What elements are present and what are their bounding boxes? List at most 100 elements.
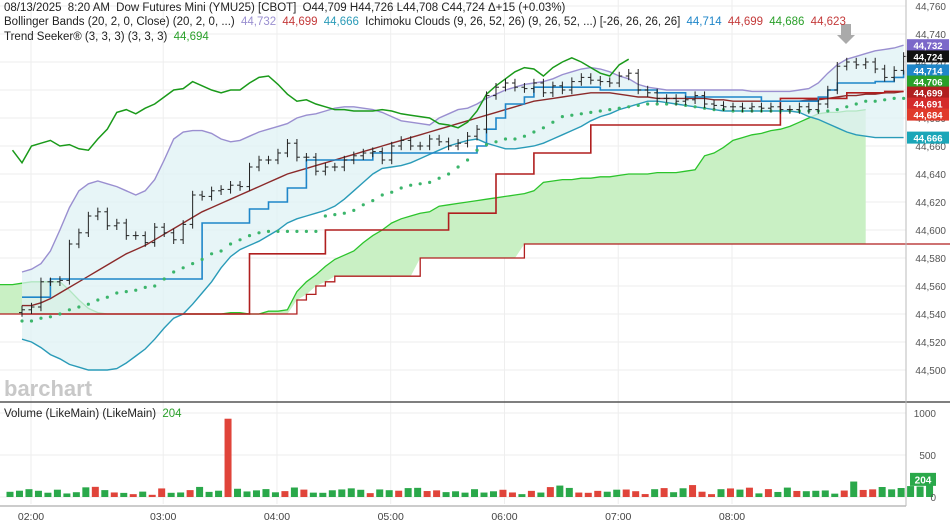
bollinger-upper-value: 44,732 xyxy=(240,16,277,28)
header-date: 08/13/2025 xyxy=(4,2,62,14)
trend-seeker-dot xyxy=(428,180,432,184)
volume-bar xyxy=(831,493,839,497)
trend-seeker-dot xyxy=(627,105,631,109)
trend-seeker-dot xyxy=(665,102,669,106)
volume-bar xyxy=(556,485,564,497)
volume-bar xyxy=(328,490,336,497)
volume-bar xyxy=(177,492,185,497)
volume-bar xyxy=(196,486,204,497)
price-bar xyxy=(331,162,338,172)
price-bar xyxy=(322,162,329,176)
volume-bar xyxy=(6,491,14,497)
price-bar xyxy=(474,125,481,141)
volume-bar xyxy=(622,489,630,497)
price-bar xyxy=(284,139,291,158)
volume-tick-label: 500 xyxy=(919,451,936,462)
price-bar xyxy=(66,239,73,285)
price-bar xyxy=(379,147,386,165)
price-bar xyxy=(426,134,433,151)
price-tick-label: 44,620 xyxy=(915,198,946,209)
trend-seeker-dot xyxy=(219,249,223,253)
volume-bar xyxy=(347,488,355,497)
volume-badge xyxy=(910,472,936,486)
volume-tick-label: 0 xyxy=(930,493,936,504)
price-bar xyxy=(85,211,92,237)
price-bar xyxy=(758,102,765,113)
volume-bar xyxy=(309,492,317,497)
chart-header-line-3: Trend Seeker® (3, 3, 3) (3, 3, 3) 44,694 xyxy=(4,31,212,43)
trend-seeker-dot xyxy=(48,315,53,319)
trend-seeker-dot xyxy=(333,213,337,217)
price-bar xyxy=(227,181,234,194)
price-bar xyxy=(843,57,850,71)
volume-bar xyxy=(15,490,23,497)
trend-seeker-dot xyxy=(465,158,470,162)
trend-seeker-dot xyxy=(579,112,583,116)
price-bar xyxy=(673,94,680,106)
price-bar xyxy=(578,73,585,86)
price-badge xyxy=(907,64,949,77)
volume-bar xyxy=(783,487,791,497)
trend-seeker-dot xyxy=(390,190,394,194)
time-tick-label: 02:00 xyxy=(18,511,44,523)
trend-seeker-dot xyxy=(210,252,214,256)
trend-seeker-dot xyxy=(228,242,233,246)
price-bar xyxy=(881,64,888,82)
volume-bar xyxy=(34,490,42,497)
volume-bar xyxy=(120,492,128,497)
volume-bar xyxy=(471,489,479,497)
price-bar xyxy=(341,155,348,172)
price-badge-label: 44,691 xyxy=(913,100,943,111)
volume-bar xyxy=(907,486,915,497)
trend-seeker-dot xyxy=(238,238,242,242)
trend-seeker-dot xyxy=(191,262,195,266)
trend-seeker-dot xyxy=(172,270,176,274)
trend-seeker-legend[interactable]: Trend Seeker® (3, 3, 3) (3, 3, 3) xyxy=(4,31,168,43)
volume-bar xyxy=(736,489,744,497)
price-bar xyxy=(644,85,651,97)
trend-seeker-dot xyxy=(835,108,839,112)
volume-value: 204 xyxy=(162,408,182,420)
price-bar xyxy=(663,94,670,103)
price-badge-label: 44,699 xyxy=(913,89,942,100)
volume-badge-label: 204 xyxy=(915,475,932,486)
volume-bar xyxy=(44,492,52,497)
trend-seeker-dot xyxy=(134,288,138,292)
volume-bar xyxy=(708,494,716,497)
volume-bar xyxy=(433,490,441,497)
volume-bar xyxy=(205,491,213,497)
volume-bar xyxy=(888,489,896,497)
price-bar xyxy=(274,148,281,165)
trend-seeker-dot xyxy=(257,231,261,235)
price-bar xyxy=(237,181,244,191)
volume-bar xyxy=(215,490,223,497)
volume-bar xyxy=(651,489,659,497)
price-bar xyxy=(635,69,642,95)
price-bar xyxy=(455,139,462,151)
ichimoku-legend[interactable]: Ichimoku Clouds (9, 26, 52, 26) (9, 26, … xyxy=(365,16,681,28)
trend-seeker-dot xyxy=(522,134,527,138)
price-bar xyxy=(94,207,101,221)
price-bar xyxy=(616,71,623,88)
bollinger-legend[interactable]: Bollinger Bands (20, 2, 0, Close) (20, 2… xyxy=(4,16,235,28)
price-bar xyxy=(730,102,736,111)
volume-bar xyxy=(926,479,934,497)
volume-bar xyxy=(745,487,753,497)
header-time: 8:20 AM xyxy=(67,2,110,14)
time-tick-label: 08:00 xyxy=(719,511,745,523)
trend-seeker-dot xyxy=(456,165,460,169)
price-tick-label: 44,580 xyxy=(915,254,946,265)
price-bar xyxy=(834,62,841,95)
trend-seeker-dot xyxy=(617,106,621,110)
volume-bar xyxy=(793,490,801,497)
volume-bar xyxy=(508,492,516,497)
price-bar xyxy=(256,155,262,172)
bollinger-lower-value: 44,666 xyxy=(323,16,359,28)
volume-bar xyxy=(641,494,649,497)
price-bar xyxy=(417,141,424,151)
price-bar xyxy=(720,101,727,111)
trend-seeker-dot xyxy=(323,214,327,218)
volume-legend[interactable]: Volume (LikeMain) (LikeMain) xyxy=(4,408,157,420)
volume-bar xyxy=(148,494,156,497)
trend-seeker-dot xyxy=(532,130,536,134)
